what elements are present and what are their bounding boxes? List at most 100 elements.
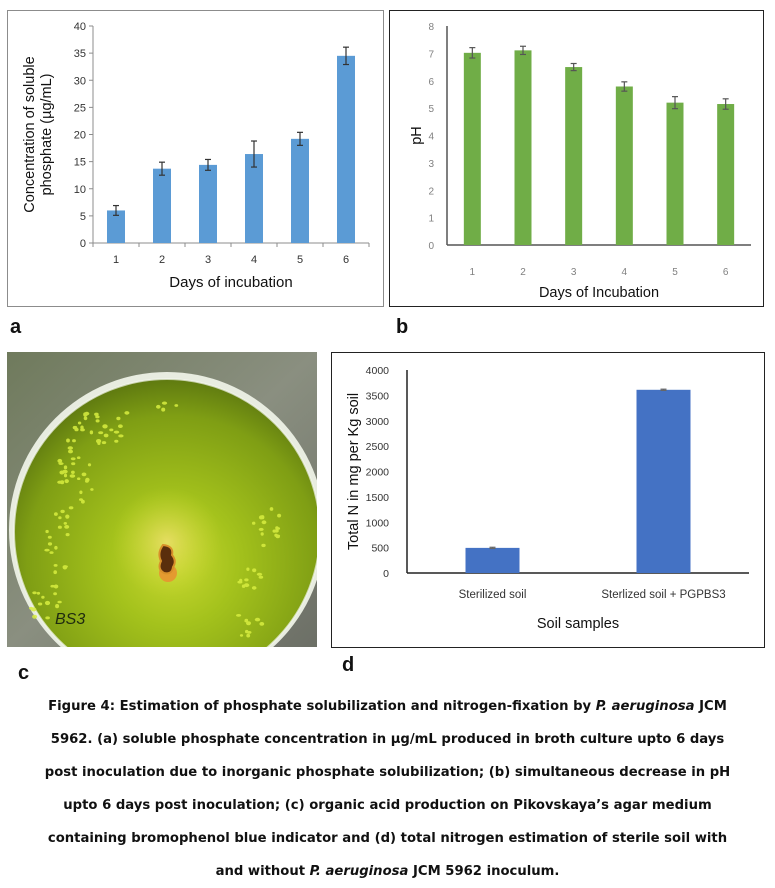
colony-spot [53, 570, 57, 575]
colony-spot [245, 629, 249, 634]
colony-spot [63, 473, 68, 478]
colony-spot [63, 465, 68, 470]
colony-spot [57, 600, 62, 604]
plate-label: BS3 [55, 611, 85, 628]
colony-spot [60, 509, 65, 514]
error-bar [297, 131, 303, 146]
error-bar [660, 388, 667, 392]
colony-spot [236, 614, 242, 617]
y-tick-label: 8 [428, 22, 434, 33]
colony-spot [252, 568, 257, 573]
colony-spot [97, 441, 101, 445]
x-tick-label: 2 [159, 254, 165, 266]
nitrogen-chart: 0 500 1000 1500 2000 2500 3000 3500 4000 Steriliz… [346, 365, 749, 632]
petri-dish-illustration: BS3 [7, 352, 317, 647]
y-tick-label: 2 [428, 186, 434, 197]
bar [107, 210, 125, 243]
petri-dish-photo: BS3 [7, 352, 317, 647]
colony-spot [161, 407, 166, 412]
colony-spot [70, 457, 76, 461]
x-tick-label: Sterilized soil [459, 589, 527, 601]
colony-spot [260, 532, 264, 536]
colony-spot [251, 586, 257, 590]
error-bar [469, 47, 476, 59]
x-tick-label: 4 [251, 254, 257, 266]
colony-spot [95, 415, 100, 419]
colony-spot [66, 438, 70, 443]
colony-spot [96, 439, 102, 444]
colony-spot [54, 545, 58, 550]
y-tick-label: 0 [428, 241, 434, 252]
colony-spot [156, 404, 161, 409]
colony-spot [53, 592, 57, 596]
x-axis-label: Days of incubation [169, 274, 292, 291]
colony-spot [244, 578, 249, 582]
colony-spot [98, 431, 104, 435]
colony-spot [258, 515, 264, 520]
colony-spot [261, 520, 267, 525]
colony-spot [37, 602, 43, 606]
colony-spot [47, 535, 52, 539]
colony-spot [269, 507, 274, 511]
chart-panel-b: 0 1 2 3 4 5 6 7 8 1 2 3 4 5 6 Days of Incubation pH [389, 10, 764, 307]
colony-spot [32, 614, 38, 619]
x-tick-label: 6 [343, 254, 349, 266]
colony-spots [29, 401, 282, 638]
colony-spot [261, 543, 266, 548]
y-axis-label: pH [409, 126, 425, 145]
y-tick-label: 3500 [366, 390, 390, 402]
y-tick-label: 3 [428, 159, 434, 170]
colony-spot [259, 622, 265, 626]
colony-spot [45, 529, 49, 534]
bar [291, 138, 309, 243]
caption-line: Figure 4: Estimation of phosphate solubi… [48, 699, 727, 714]
colony-spot [256, 572, 263, 576]
colony-spot [49, 551, 54, 554]
colony-spot [241, 584, 246, 588]
colony-spot [72, 439, 76, 443]
colony-spot [79, 490, 83, 495]
colony-spot [246, 567, 250, 571]
y-tick-label: 1000 [366, 517, 390, 529]
colony-spot [254, 617, 261, 622]
y-tick-label: 1 [428, 214, 434, 225]
y-tick-label: 20 [74, 130, 86, 142]
colony-spot [161, 401, 168, 405]
colony-spot [41, 595, 45, 599]
error-bar [570, 62, 577, 72]
colony-spot [72, 425, 78, 430]
y-tick-label: 15 [74, 157, 86, 169]
caption-line: 5962. (a) soluble phosphate concentratio… [50, 732, 725, 747]
colony-spot [277, 513, 282, 518]
colony-spot [124, 411, 130, 415]
colony-spot [244, 618, 249, 622]
colony-spot [85, 477, 90, 482]
caption-line: upto 6 days post inoculation; (c) organi… [63, 798, 712, 813]
y-tick-label: 4000 [366, 365, 390, 377]
colony-spot [95, 419, 100, 423]
colony-spot [53, 564, 58, 567]
colony-spot [102, 424, 108, 429]
x-tick-label: Sterlized soil + PGPBS3 [601, 589, 725, 601]
colony-spot [71, 470, 75, 474]
colony-spot [32, 591, 37, 595]
caption-line: containing bromophenol blue indicator an… [47, 831, 728, 846]
colony-spot [57, 525, 62, 529]
colony-spot [275, 526, 279, 530]
figure-caption: Figure 4: Estimation of phosphate solubi… [0, 690, 775, 888]
colony-spot [55, 604, 60, 609]
error-bar [113, 204, 119, 216]
bar [245, 154, 263, 243]
y-tick-label: 7 [428, 49, 434, 60]
y-tick-label: 25 [74, 102, 86, 114]
y-tick-label: 2500 [366, 441, 390, 453]
y-tick-label: 30 [74, 75, 86, 87]
colony-spot [90, 488, 94, 491]
colony-spot [63, 522, 67, 525]
colony-spot [44, 548, 50, 552]
error-bar [621, 81, 628, 92]
chart-panel-d: 0 500 1000 1500 2000 2500 3000 3500 4000 Steriliz… [331, 352, 765, 648]
colony-spot [116, 416, 121, 421]
colony-spot [77, 477, 81, 480]
bar [565, 67, 583, 245]
